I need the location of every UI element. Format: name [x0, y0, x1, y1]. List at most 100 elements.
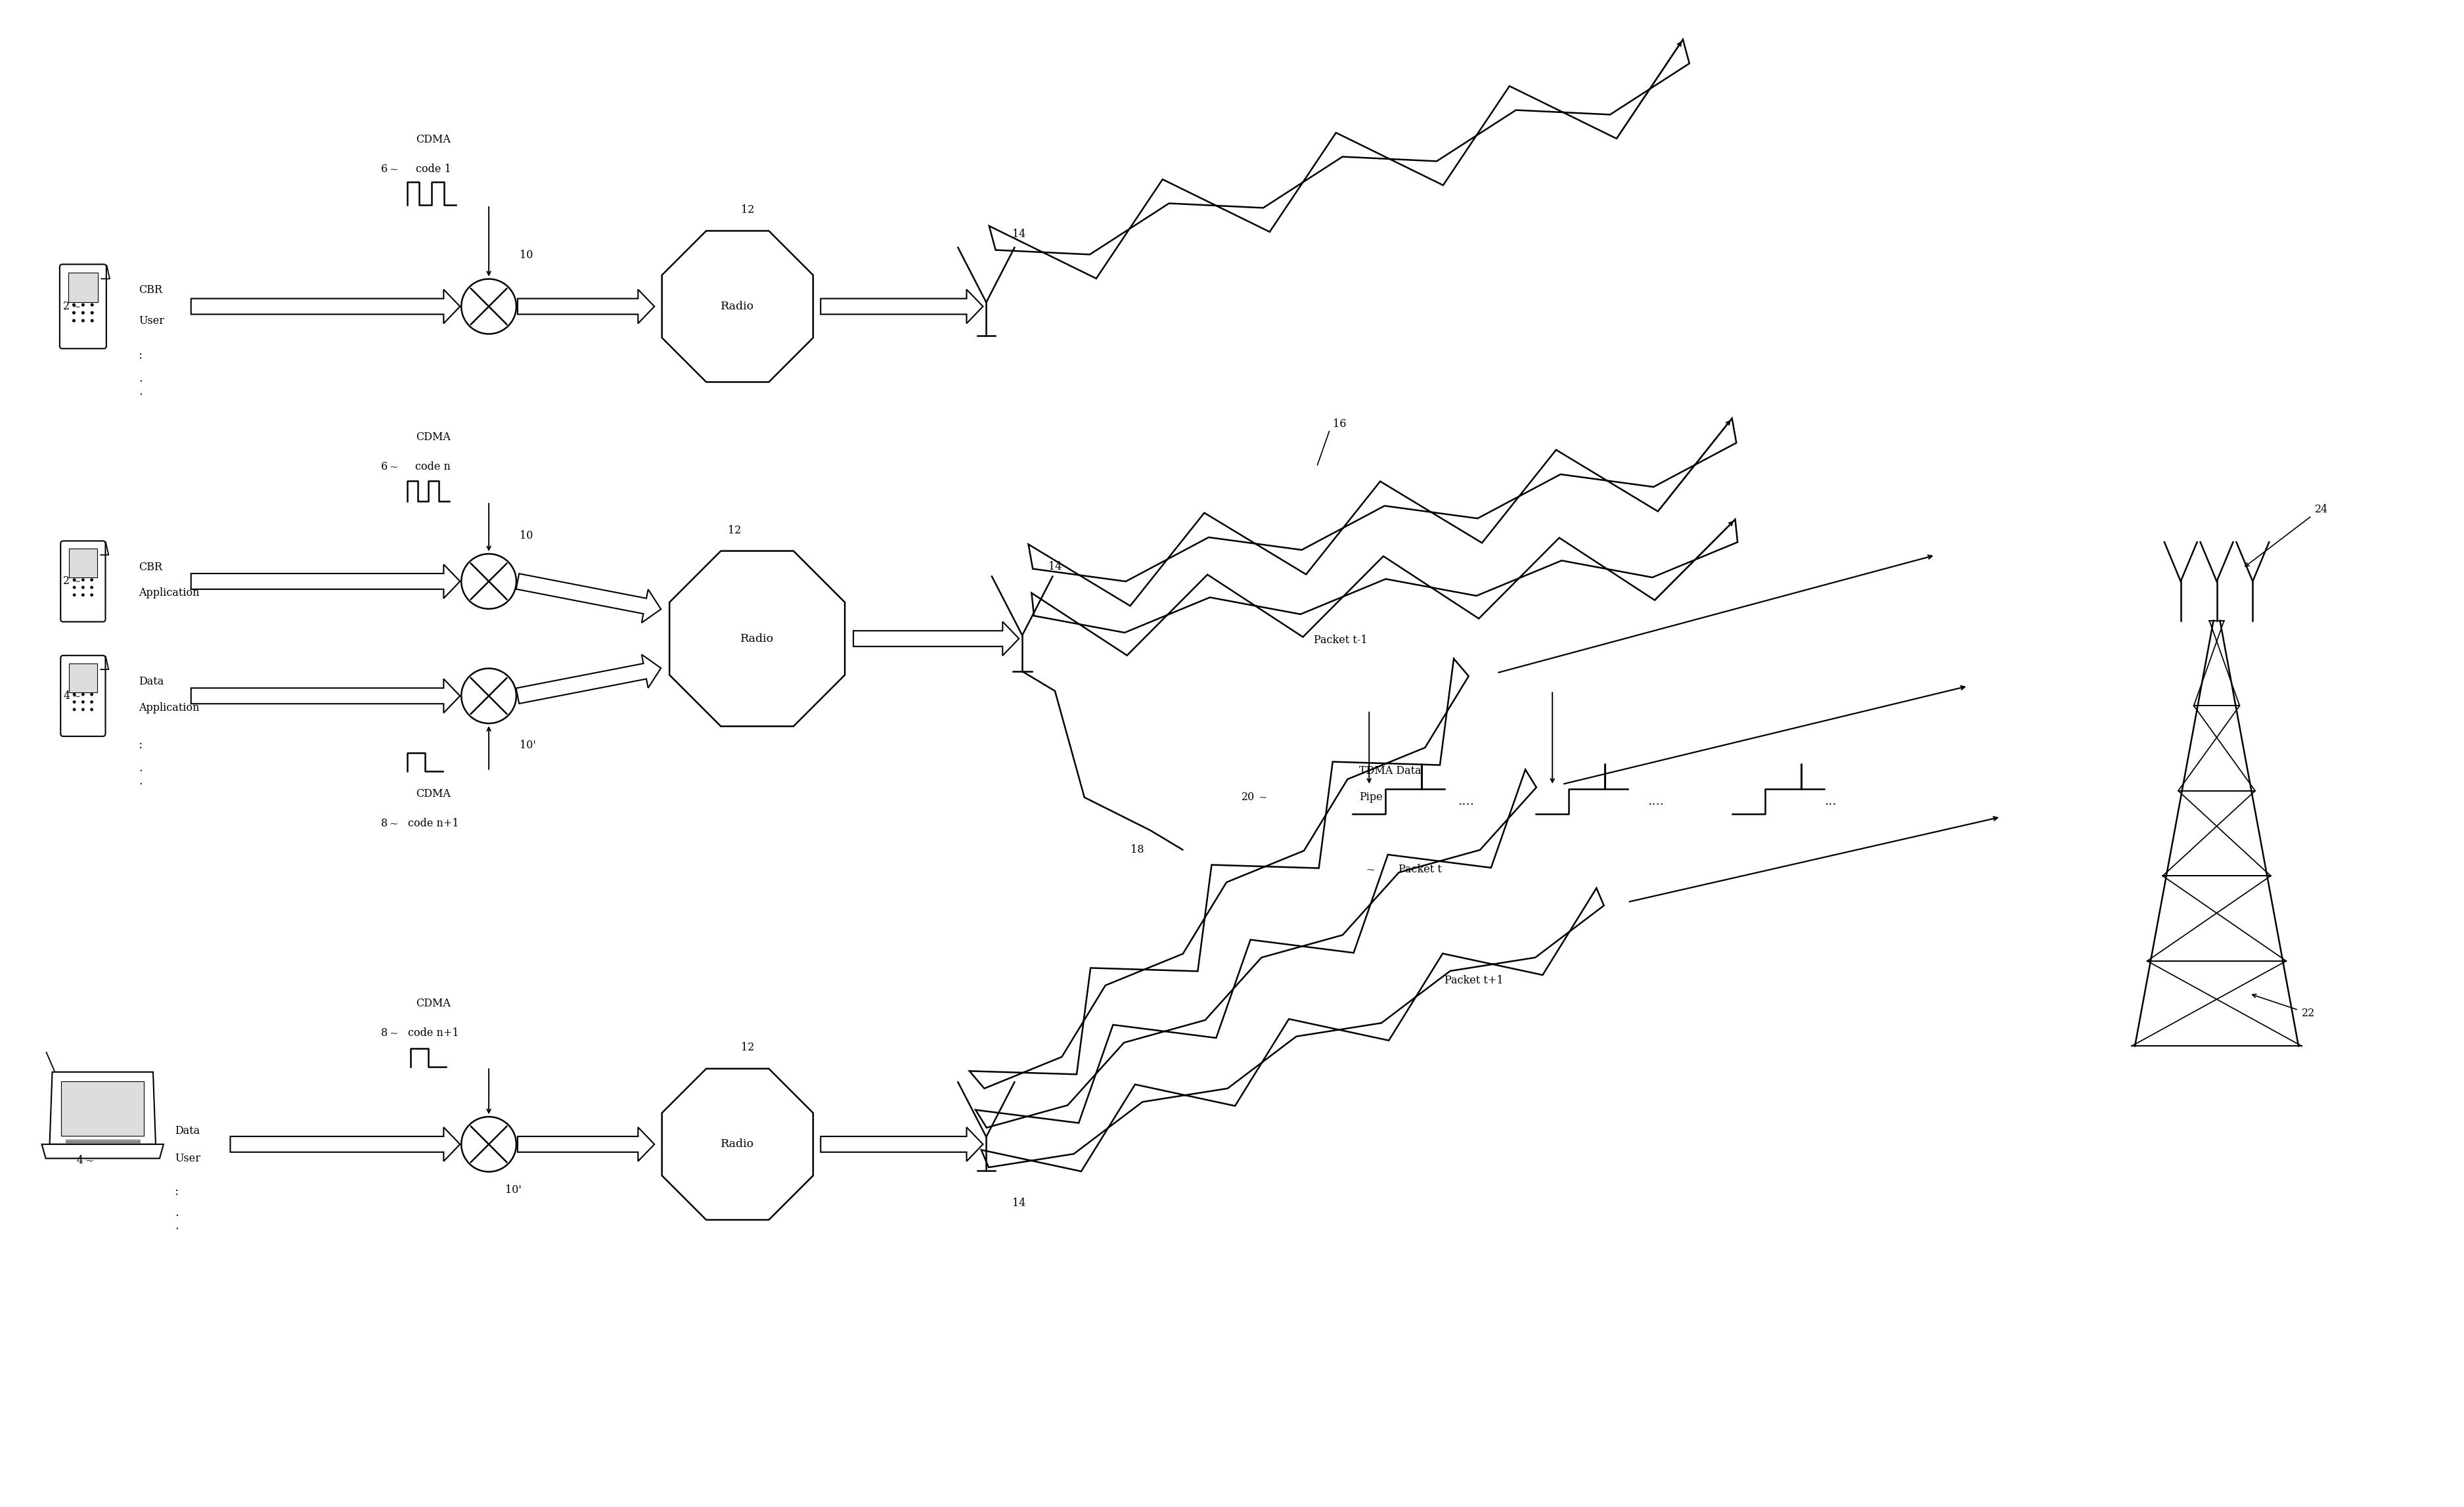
Polygon shape [663, 1068, 813, 1219]
Text: .: . [138, 372, 143, 384]
Bar [62, 1082, 143, 1136]
Text: :: : [138, 350, 143, 362]
Polygon shape [1027, 419, 1737, 606]
Circle shape [91, 701, 94, 704]
Text: CDMA: CDMA [416, 134, 451, 145]
Polygon shape [229, 1127, 461, 1162]
Polygon shape [670, 552, 845, 726]
Text: ~: ~ [1365, 864, 1375, 876]
Text: .: . [175, 1221, 177, 1233]
Text: Data: Data [138, 677, 163, 687]
Circle shape [81, 693, 84, 696]
Polygon shape [976, 770, 1538, 1127]
Circle shape [81, 303, 84, 306]
Text: CDMA: CDMA [416, 433, 451, 443]
Polygon shape [821, 1127, 983, 1162]
Circle shape [81, 708, 84, 711]
Text: ....: .... [1648, 796, 1663, 808]
Circle shape [91, 708, 94, 711]
Polygon shape [515, 654, 660, 704]
Text: 20: 20 [1242, 791, 1254, 803]
Text: :: : [138, 738, 143, 750]
Text: Application: Application [138, 702, 200, 713]
Text: Radio: Radio [739, 633, 774, 643]
Text: ~: ~ [1257, 791, 1266, 803]
Circle shape [91, 310, 94, 315]
Circle shape [74, 594, 76, 597]
Circle shape [461, 1117, 517, 1172]
Text: 12: 12 [742, 1041, 754, 1053]
Text: ~: ~ [389, 461, 399, 472]
Polygon shape [517, 289, 655, 324]
Circle shape [81, 594, 84, 597]
Text: code 1: code 1 [416, 163, 451, 175]
Polygon shape [192, 289, 461, 324]
Text: 6: 6 [379, 163, 387, 175]
Circle shape [81, 579, 84, 582]
Polygon shape [853, 621, 1020, 656]
Text: TDMA Data: TDMA Data [1360, 766, 1422, 776]
Text: Pipe: Pipe [1360, 791, 1382, 803]
Polygon shape [1032, 520, 1737, 656]
Text: code n: code n [416, 461, 451, 472]
Text: Packet t-1: Packet t-1 [1313, 634, 1368, 647]
Text: 14: 14 [1013, 1198, 1025, 1209]
Text: .: . [175, 1207, 177, 1219]
Circle shape [74, 586, 76, 589]
Polygon shape [49, 1071, 155, 1144]
Text: 18: 18 [1131, 844, 1143, 856]
Text: ~: ~ [84, 1154, 94, 1166]
Polygon shape [821, 289, 983, 324]
Circle shape [71, 303, 76, 306]
Text: ~: ~ [71, 301, 81, 312]
Text: User: User [175, 1153, 200, 1165]
Text: 12: 12 [727, 524, 742, 536]
Circle shape [81, 701, 84, 704]
Circle shape [71, 310, 76, 315]
Circle shape [74, 708, 76, 711]
Text: 4: 4 [64, 690, 69, 701]
Text: 2: 2 [64, 576, 69, 586]
Polygon shape [981, 888, 1604, 1171]
Text: Packet t: Packet t [1400, 864, 1441, 876]
Text: 12: 12 [742, 203, 754, 216]
Bar [69, 549, 96, 577]
Text: CBR: CBR [138, 562, 163, 573]
Text: 2: 2 [64, 301, 69, 312]
Text: CDMA: CDMA [416, 788, 451, 800]
Text: ~: ~ [389, 818, 399, 829]
Text: 10: 10 [520, 250, 532, 261]
Polygon shape [42, 1144, 163, 1159]
Text: 24: 24 [2314, 503, 2328, 515]
Circle shape [91, 579, 94, 582]
Text: 14: 14 [1013, 229, 1025, 240]
Circle shape [71, 319, 76, 322]
Text: Application: Application [138, 588, 200, 598]
Text: ~: ~ [389, 163, 399, 175]
Text: code n+1: code n+1 [407, 1028, 458, 1038]
Text: 10': 10' [520, 740, 535, 750]
Text: 8: 8 [379, 818, 387, 829]
Text: :: : [175, 1186, 180, 1197]
Polygon shape [517, 1127, 655, 1162]
Text: .: . [138, 775, 143, 787]
Text: Radio: Radio [722, 1139, 754, 1150]
Polygon shape [192, 678, 461, 713]
FancyBboxPatch shape [62, 541, 106, 622]
Text: 4: 4 [76, 1154, 84, 1166]
Text: .: . [138, 763, 143, 773]
Text: Radio: Radio [722, 301, 754, 312]
Circle shape [81, 310, 84, 315]
Text: ~: ~ [71, 690, 81, 701]
FancyBboxPatch shape [59, 264, 106, 348]
Text: CDMA: CDMA [416, 998, 451, 1010]
Circle shape [91, 303, 94, 306]
Text: ~: ~ [71, 576, 81, 586]
Circle shape [91, 586, 94, 589]
Text: Packet t+1: Packet t+1 [1444, 975, 1503, 986]
Circle shape [74, 579, 76, 582]
Text: 10': 10' [505, 1185, 522, 1195]
Text: code n+1: code n+1 [407, 818, 458, 829]
Text: ....: .... [1459, 796, 1473, 808]
Text: Data: Data [175, 1126, 200, 1136]
